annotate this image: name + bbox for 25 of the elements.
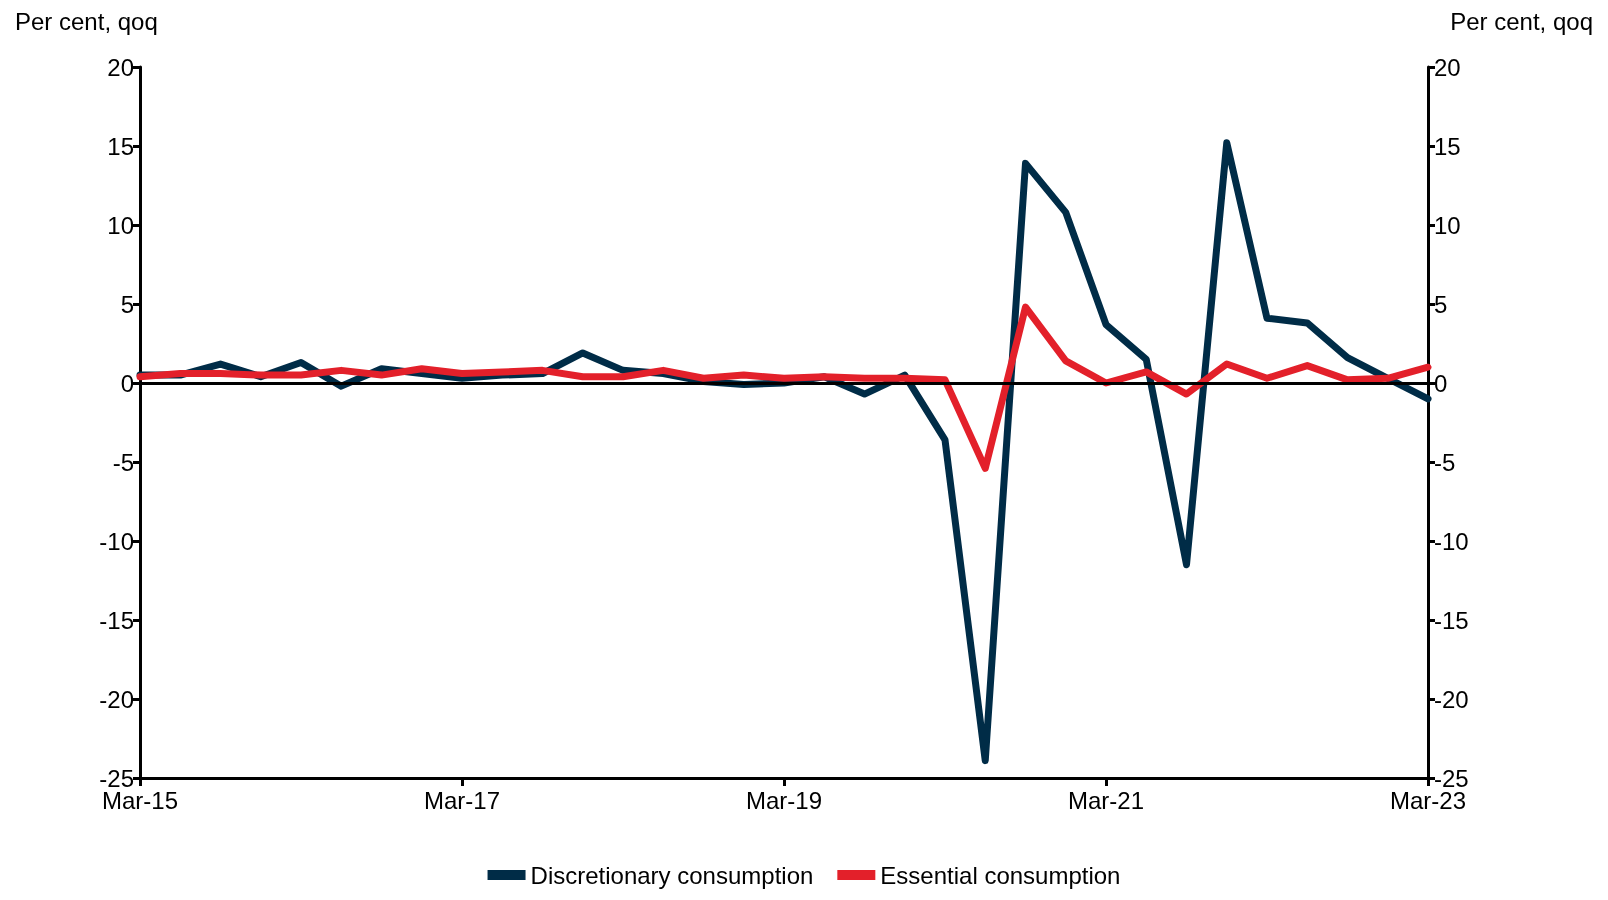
y2-tick-label: 0 [1434,369,1448,397]
legend-label: Discretionary consumption [530,861,814,889]
y-tick-label: -15 [99,606,134,634]
y2-tick-label: -20 [1434,685,1469,713]
y2-tick-label: -15 [1434,606,1469,634]
y-tick-label: 5 [120,290,134,318]
y2-tick-label: 15 [1434,132,1461,160]
y-axis-title: Per cent, qoq [15,7,158,35]
y2-tick-label: 20 [1434,53,1461,81]
y2-axis-title: Per cent, qoq [1450,7,1594,35]
y2-tick-label: -10 [1434,527,1469,555]
y2-tick-label: 5 [1434,290,1448,318]
y2-tick-label: -5 [1434,448,1456,476]
y-tick-label: 15 [107,132,134,160]
x-tick-label: Mar-17 [423,786,501,814]
y-tick-label: -5 [112,448,134,476]
y2-tick-label: 10 [1434,211,1461,239]
y-tick-label: 10 [107,211,134,239]
y-tick-label: -10 [99,527,134,555]
x-tick-label: Mar-21 [1067,786,1145,814]
y-tick-label: 0 [120,369,134,397]
legend-label: Essential consumption [880,861,1121,889]
x-tick-label: Mar-19 [745,786,823,814]
y-tick-label: -20 [99,685,134,713]
y-tick-label: 20 [107,53,134,81]
